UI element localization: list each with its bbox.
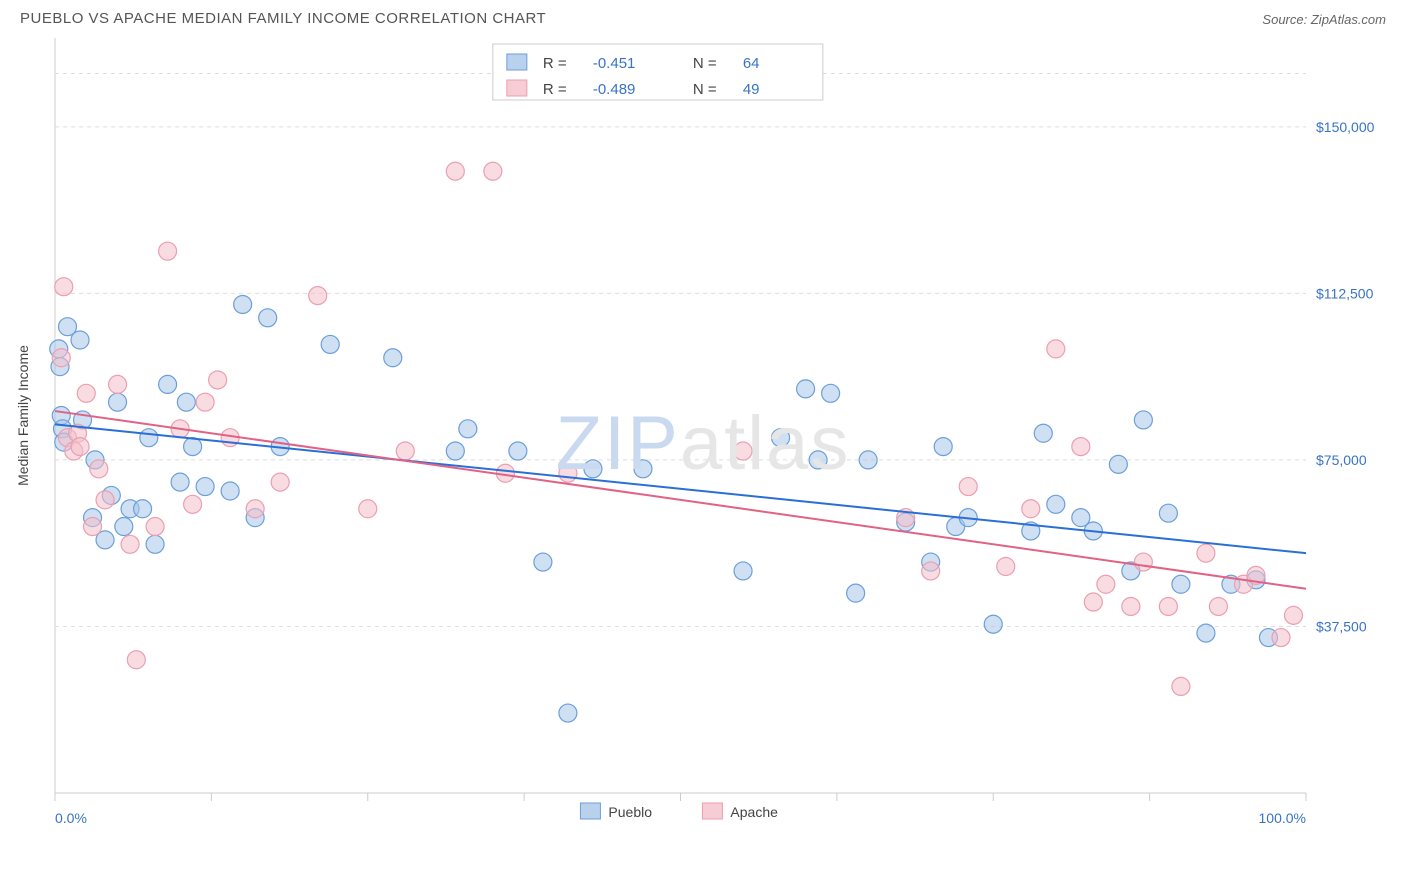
svg-text:R =: R = [543, 55, 567, 72]
source-label: Source: [1262, 12, 1307, 27]
svg-text:Apache: Apache [730, 804, 778, 820]
chart-title: PUEBLO VS APACHE MEDIAN FAMILY INCOME CO… [20, 10, 546, 27]
svg-text:$75,000: $75,000 [1316, 452, 1367, 468]
svg-text:R =: R = [543, 81, 567, 98]
svg-text:64: 64 [743, 55, 760, 72]
svg-text:100.0%: 100.0% [1259, 810, 1306, 826]
svg-text:$150,000: $150,000 [1316, 119, 1375, 135]
svg-text:49: 49 [743, 81, 760, 98]
svg-text:N =: N = [693, 81, 717, 98]
svg-text:$112,500: $112,500 [1316, 285, 1374, 301]
svg-text:Median Family Income: Median Family Income [15, 345, 31, 486]
source-attribution: Source: ZipAtlas.com [1262, 12, 1386, 27]
svg-text:N =: N = [693, 55, 717, 72]
chart-header: PUEBLO VS APACHE MEDIAN FAMILY INCOME CO… [10, 10, 1396, 33]
chart-svg: $37,500 $75,000 $112,500 $150,000 0.0% 100.0%… [10, 33, 1396, 863]
scatter-chart: $37,500 $75,000 $112,500 $150,000 0.0% 100.0%… [10, 33, 1396, 863]
svg-text:$37,500: $37,500 [1316, 618, 1367, 634]
svg-text:0.0%: 0.0% [55, 810, 87, 826]
svg-text:-0.451: -0.451 [593, 55, 636, 72]
svg-text:-0.489: -0.489 [593, 81, 636, 98]
svg-text:Pueblo: Pueblo [608, 804, 652, 820]
source-name: ZipAtlas.com [1311, 12, 1386, 27]
